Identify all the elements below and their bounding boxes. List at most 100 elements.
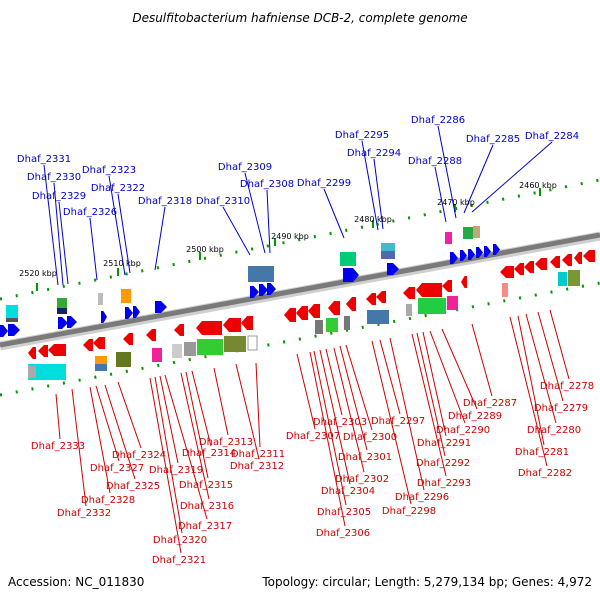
gene-label: Dhaf_2300 [343, 432, 397, 443]
gene-leader-line [411, 333, 447, 477]
gene-leader-line [296, 353, 316, 430]
gene-leader-line [58, 201, 69, 285]
gene-label: Dhaf_2281 [515, 447, 569, 458]
gene-label: Dhaf_2323 [82, 165, 136, 176]
reverse-gene-arrow [583, 250, 595, 262]
feature-block [57, 308, 67, 314]
gene-label: Dhaf_2280 [527, 425, 581, 436]
feature-block [406, 304, 412, 316]
reverse-gene-arrow [174, 324, 184, 336]
feature-block [568, 270, 580, 286]
forward-gene-arrow [58, 317, 68, 329]
map-title: Desulfitobacterium hafniense DCB-2, comp… [132, 11, 467, 25]
forward-gene-arrow [476, 247, 483, 258]
gene-label: Dhaf_2301 [338, 452, 392, 463]
forward-gene-arrow [125, 307, 133, 319]
feature-block [121, 289, 131, 303]
gene-leader-line [104, 384, 136, 480]
gene-leader-line [313, 350, 347, 506]
tick-label: 2490 kbp [271, 232, 309, 241]
feature-block [224, 336, 246, 352]
gene-leader-line [323, 188, 345, 239]
feature-block [95, 364, 107, 371]
gene-leader-line [266, 189, 271, 254]
gene-label: Dhaf_2288 [408, 156, 462, 167]
gene-label: Dhaf_2310 [196, 196, 250, 207]
feature-block [184, 342, 196, 356]
feature-block [418, 298, 446, 314]
gene-leader-line [429, 330, 466, 424]
reverse-gene-arrow [442, 280, 452, 292]
gene-label: Dhaf_2284 [525, 131, 579, 142]
gene-leader-line [373, 158, 384, 230]
feature-block [152, 348, 162, 362]
tick-label: 2480 kbp [354, 215, 392, 224]
gene-label: Dhaf_2279 [534, 403, 588, 414]
gene-leader-line [325, 348, 343, 416]
feature-block [344, 316, 350, 330]
reverse-gene-arrow [550, 256, 560, 268]
gene-label: Dhaf_2305 [317, 507, 371, 518]
reverse-gene-arrow [93, 337, 105, 349]
gene-leader-line [309, 351, 346, 527]
feature-block [315, 320, 323, 334]
gene-leader-line [471, 141, 553, 213]
gene-leader-line [95, 385, 120, 462]
gene-leader-line [55, 393, 61, 440]
feature-block [502, 283, 508, 297]
gene-label: Dhaf_2312 [230, 461, 284, 472]
gene-label: Dhaf_2297 [371, 416, 425, 427]
feature-block [6, 305, 18, 319]
feature-block [248, 266, 274, 282]
genome-backbone [0, 231, 600, 351]
forward-gene-arrow [155, 301, 167, 313]
backbone-line [0, 232, 600, 348]
gene-arrows [0, 244, 595, 359]
forward-gene-arrow [8, 324, 20, 336]
gene-leader-line [437, 125, 457, 219]
reverse-gene-arrow [514, 263, 524, 275]
gene-leader-line [117, 381, 142, 449]
gene-label: Dhaf_2302 [335, 474, 389, 485]
gene-label: Dhaf_2325 [106, 481, 160, 492]
forward-gene-arrow [460, 250, 467, 261]
reverse-gene-arrow [308, 304, 320, 318]
gene-leader-line [191, 370, 212, 447]
reverse-gene-arrow [296, 306, 308, 320]
ruler-ticks: 2460 kbp 2470 kbp 2480 kbp 2490 kbp 2500 kbp… [19, 181, 557, 291]
gene-leader-line [537, 311, 564, 402]
gene-leader-line [389, 337, 425, 491]
gene-label: Dhaf_2308 [240, 179, 294, 190]
feature-block [381, 251, 395, 259]
gene-leader-line [339, 345, 368, 451]
gene-leader-line [71, 388, 87, 507]
feature-block [247, 335, 258, 351]
reverse-gene-arrow [346, 297, 356, 311]
tick-label: 2460 kbp [519, 181, 557, 190]
tick-label: 2510 kbp [103, 259, 141, 268]
reverse-gene-arrow [416, 283, 442, 297]
gene-leader-line [185, 371, 209, 479]
gene-label: Dhaf_2328 [81, 495, 135, 506]
gene-leader-line [509, 316, 548, 467]
feature-block [28, 364, 66, 380]
gene-leader-line [463, 144, 494, 214]
forward-gene-arrow [484, 246, 491, 257]
gene-label: Dhaf_2278 [540, 381, 594, 392]
reverse-gene-arrow [38, 345, 48, 357]
gene-leader-line [117, 193, 131, 274]
forward-gene-arrow [343, 268, 359, 282]
gene-leader-line [255, 362, 261, 448]
gene-leader-line [379, 339, 401, 415]
feature-block [197, 339, 223, 355]
feature-block [463, 227, 473, 239]
gene-label: Dhaf_2330 [27, 172, 81, 183]
reverse-gene-arrow [574, 252, 582, 264]
gene-leader-line [244, 172, 266, 254]
gene-label: Dhaf_2293 [417, 478, 471, 489]
gene-label: Dhaf_2318 [138, 196, 192, 207]
reverse-gene-arrow [461, 276, 467, 288]
gene-label: Dhaf_2321 [152, 555, 206, 566]
feature-block [57, 298, 67, 308]
